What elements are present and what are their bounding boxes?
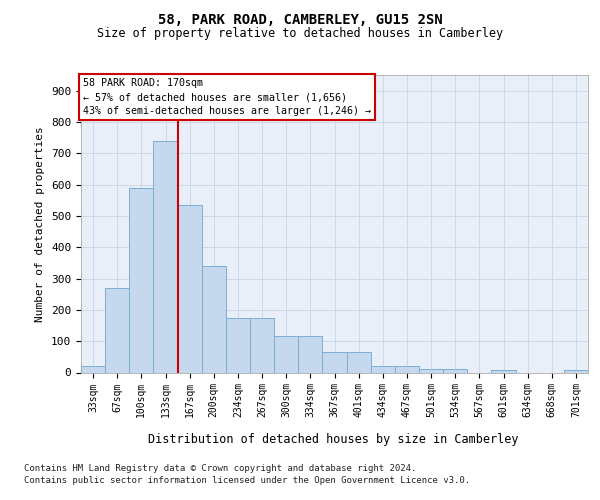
Bar [105, 288, 129, 372]
Text: Contains HM Land Registry data © Crown copyright and database right 2024.: Contains HM Land Registry data © Crown c… [24, 464, 416, 473]
Text: 58 PARK ROAD: 170sqm
← 57% of detached houses are smaller (1,656)
43% of semi-de: 58 PARK ROAD: 170sqm ← 57% of detached h… [83, 78, 371, 116]
Bar [443, 370, 467, 372]
Bar [154, 141, 178, 372]
Text: 58, PARK ROAD, CAMBERLEY, GU15 2SN: 58, PARK ROAD, CAMBERLEY, GU15 2SN [158, 12, 442, 26]
Bar [395, 366, 419, 372]
Bar [202, 266, 226, 372]
Bar [298, 336, 322, 372]
Bar [564, 370, 588, 372]
Bar [129, 188, 154, 372]
Text: Contains public sector information licensed under the Open Government Licence v3: Contains public sector information licen… [24, 476, 470, 485]
Bar [178, 205, 202, 372]
Bar [347, 352, 371, 372]
Bar [250, 318, 274, 372]
Bar [81, 366, 105, 372]
Bar [274, 336, 298, 372]
Text: Distribution of detached houses by size in Camberley: Distribution of detached houses by size … [148, 432, 518, 446]
Y-axis label: Number of detached properties: Number of detached properties [35, 126, 46, 322]
Text: Size of property relative to detached houses in Camberley: Size of property relative to detached ho… [97, 28, 503, 40]
Bar [419, 370, 443, 372]
Bar [226, 318, 250, 372]
Bar [491, 370, 515, 372]
Bar [371, 366, 395, 372]
Bar [322, 352, 347, 372]
